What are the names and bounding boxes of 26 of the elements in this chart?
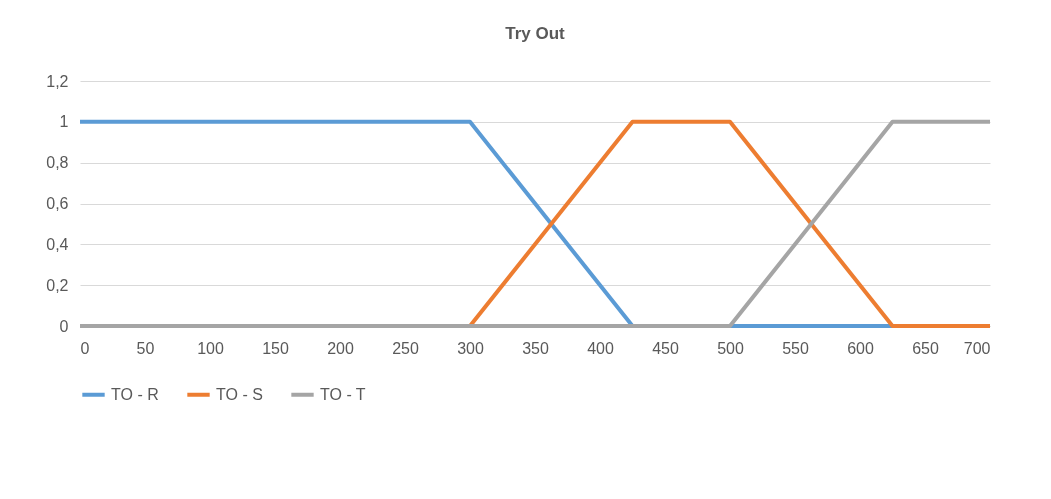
x-tick-label: 300 xyxy=(457,339,484,357)
y-tick-label: 0 xyxy=(59,317,69,335)
x-tick-label: 100 xyxy=(197,339,224,357)
x-tick-label: 550 xyxy=(782,339,809,357)
x-tick-label: 250 xyxy=(392,339,419,357)
y-tick-label: 1,2 xyxy=(46,72,69,90)
y-tick-label: 0,8 xyxy=(46,154,69,172)
x-tick-label: 200 xyxy=(327,339,354,357)
y-tick-label: 0,4 xyxy=(46,235,69,253)
x-tick-label: 150 xyxy=(262,339,289,357)
y-tick-label: 0,2 xyxy=(46,276,69,294)
x-tick-label: 600 xyxy=(847,339,874,357)
x-tick-label: 0 xyxy=(80,339,90,357)
x-tick-label: 650 xyxy=(912,339,939,357)
legend-label: TO - T xyxy=(320,385,366,403)
chart-title: Try Out xyxy=(505,24,566,43)
x-tick-label: 350 xyxy=(522,339,549,357)
x-tick-label: 400 xyxy=(587,339,614,357)
y-tick-label: 0,6 xyxy=(46,195,69,212)
x-tick-label: 450 xyxy=(652,339,679,357)
x-tick-label: 500 xyxy=(717,339,744,357)
legend-label: TO - S xyxy=(216,385,263,403)
legend-label: TO - R xyxy=(111,385,159,403)
y-tick-label: 1 xyxy=(59,113,69,131)
x-tick-label: 50 xyxy=(136,339,155,357)
x-tick-label: 700 xyxy=(963,339,991,357)
